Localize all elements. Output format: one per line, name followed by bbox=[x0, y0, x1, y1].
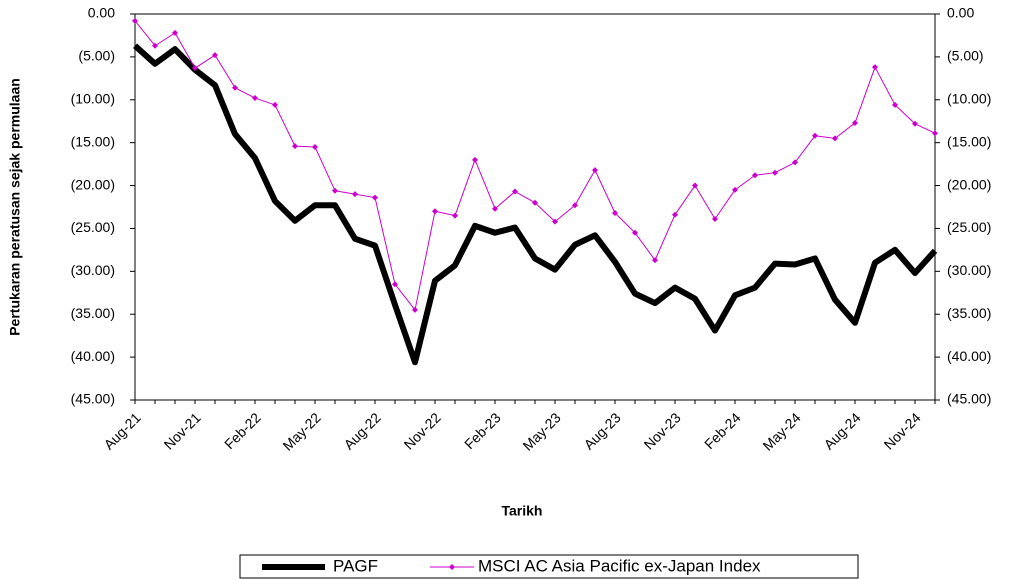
point-marker bbox=[452, 212, 458, 219]
y-tick-label: (35.00) bbox=[71, 305, 115, 321]
point-marker bbox=[792, 159, 798, 166]
point-marker bbox=[312, 143, 318, 150]
point-marker bbox=[332, 187, 338, 194]
point-marker bbox=[352, 191, 358, 198]
y2-tick-label: (5.00) bbox=[947, 48, 984, 64]
x-tick-label: Feb-23 bbox=[461, 409, 504, 452]
point-marker bbox=[892, 101, 898, 108]
point-marker bbox=[152, 42, 158, 49]
series-line bbox=[134, 20, 936, 311]
point-marker bbox=[872, 64, 878, 71]
legend-label: PAGF bbox=[333, 556, 378, 575]
point-marker bbox=[532, 199, 538, 206]
y2-tick-label: (30.00) bbox=[947, 262, 991, 278]
x-tick-label: Feb-24 bbox=[701, 409, 744, 452]
point-marker bbox=[632, 229, 638, 236]
x-tick-label: Aug-22 bbox=[340, 409, 383, 452]
y2-tick-label: 0.00 bbox=[947, 5, 974, 21]
point-marker bbox=[912, 120, 918, 127]
x-tick-label: Aug-21 bbox=[100, 409, 143, 452]
x-tick-label: May-22 bbox=[279, 409, 323, 453]
x-tick-label: Nov-21 bbox=[161, 409, 204, 452]
point-marker bbox=[712, 216, 718, 223]
x-tick-label: Nov-24 bbox=[881, 409, 924, 452]
point-marker bbox=[212, 52, 218, 59]
point-marker bbox=[672, 211, 678, 218]
y2-tick-label: (25.00) bbox=[947, 219, 991, 235]
point-marker bbox=[392, 281, 398, 288]
point-marker bbox=[412, 306, 418, 313]
y-tick-label: (15.00) bbox=[71, 133, 115, 149]
y2-tick-label: (40.00) bbox=[947, 348, 991, 364]
x-tick-label: Aug-23 bbox=[580, 409, 623, 452]
y-tick-label: (20.00) bbox=[71, 176, 115, 192]
point-marker bbox=[572, 202, 578, 209]
y2-tick-label: (35.00) bbox=[947, 305, 991, 321]
point-marker bbox=[272, 101, 278, 108]
point-marker bbox=[172, 29, 178, 36]
point-marker bbox=[812, 132, 818, 139]
point-marker bbox=[652, 257, 658, 264]
y-tick-label: (30.00) bbox=[71, 262, 115, 278]
point-marker bbox=[612, 210, 618, 217]
legend-label: MSCI AC Asia Pacific ex-Japan Index bbox=[478, 556, 761, 575]
x-tick-label: Aug-24 bbox=[820, 409, 863, 452]
y-tick-label: (5.00) bbox=[78, 48, 115, 64]
y-axis-title: Pertukaran peratusan sejak permulaan bbox=[7, 78, 23, 336]
point-marker bbox=[832, 135, 838, 142]
point-marker bbox=[692, 182, 698, 189]
legend-marker bbox=[449, 564, 455, 570]
series-line bbox=[132, 43, 938, 366]
x-tick-label: May-23 bbox=[519, 409, 563, 453]
y2-tick-label: (20.00) bbox=[947, 176, 991, 192]
point-marker bbox=[472, 156, 478, 163]
point-marker bbox=[432, 208, 438, 215]
point-marker bbox=[852, 119, 858, 126]
y2-tick-label: (45.00) bbox=[947, 391, 991, 407]
point-marker bbox=[492, 205, 498, 212]
x-tick-label: Feb-22 bbox=[221, 409, 264, 452]
y-tick-label: (10.00) bbox=[71, 90, 115, 106]
point-marker bbox=[932, 130, 938, 137]
x-tick-label: Nov-22 bbox=[401, 409, 444, 452]
y-tick-label: (40.00) bbox=[71, 348, 115, 364]
point-marker bbox=[552, 218, 558, 225]
y2-tick-label: (10.00) bbox=[947, 90, 991, 106]
x-axis-title: Tarikh bbox=[502, 503, 543, 519]
x-tick-label: May-24 bbox=[759, 409, 803, 453]
point-marker bbox=[252, 95, 258, 102]
x-tick-label: Nov-23 bbox=[641, 409, 684, 452]
point-marker bbox=[372, 194, 378, 201]
y2-tick-label: (15.00) bbox=[947, 133, 991, 149]
point-marker bbox=[752, 172, 758, 179]
y-tick-label: 0.00 bbox=[88, 5, 115, 21]
point-marker bbox=[232, 84, 238, 91]
point-marker bbox=[292, 143, 298, 150]
legend-box bbox=[239, 554, 859, 579]
point-marker bbox=[192, 65, 198, 72]
y-tick-label: (25.00) bbox=[71, 219, 115, 235]
y-tick-label: (45.00) bbox=[71, 391, 115, 407]
point-marker bbox=[512, 188, 518, 195]
point-marker bbox=[132, 17, 138, 24]
point-marker bbox=[732, 186, 738, 193]
point-marker bbox=[772, 169, 778, 176]
point-marker bbox=[592, 167, 598, 174]
